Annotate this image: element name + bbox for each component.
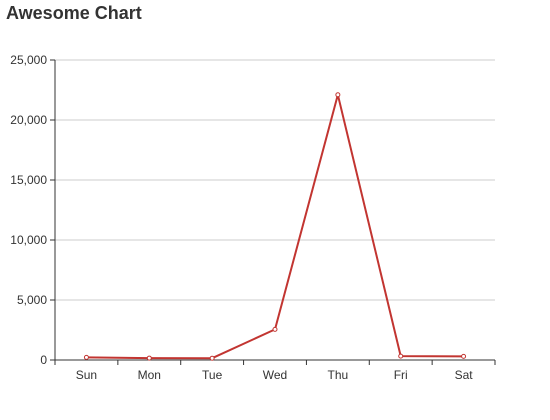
chart-title: Awesome Chart [6,3,142,23]
x-tick-label: Thu [328,368,349,382]
data-point[interactable] [461,353,467,359]
y-tick-label: 0 [40,353,47,367]
y-tick-label: 10,000 [10,233,47,247]
series-line [86,93,464,360]
data-point[interactable] [335,92,341,98]
y-tick-label: 15,000 [10,173,47,187]
data-point[interactable] [398,353,404,359]
axes: 0 5,000 10,000 15,000 20,000 25,000 Sun Mon Tue W… [10,53,496,382]
y-tick-label: 25,000 [10,53,47,67]
series-layer [83,92,467,361]
data-point[interactable] [83,354,89,360]
x-tick-label: Fri [394,368,408,382]
y-tick-label: 5,000 [17,293,47,307]
x-tick-label: Wed [263,368,287,382]
x-tick-label: Mon [138,368,161,382]
x-tick-label: Tue [202,368,223,382]
data-point[interactable] [146,355,152,361]
grid-lines [55,59,495,301]
x-tick-label: Sat [455,368,474,382]
x-tick-label: Sun [76,368,97,382]
data-point[interactable] [272,326,278,332]
y-tick-label: 20,000 [10,113,47,127]
data-point[interactable] [209,355,215,361]
